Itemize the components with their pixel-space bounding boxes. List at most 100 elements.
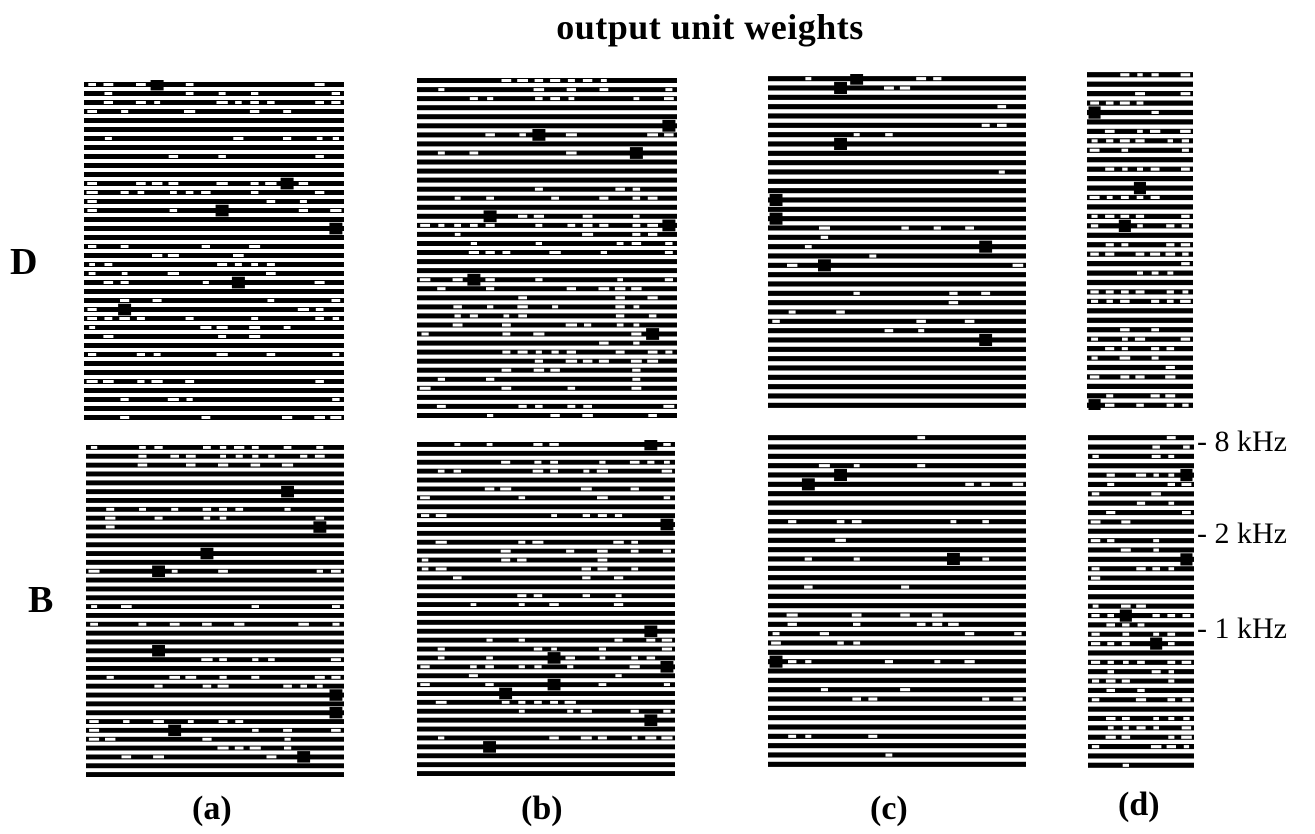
weight-gap bbox=[851, 520, 862, 524]
weight-gap bbox=[105, 516, 116, 520]
weight-gap bbox=[1150, 745, 1162, 749]
weight-row bbox=[768, 122, 1026, 128]
weight-gap bbox=[453, 305, 462, 309]
weight-gap bbox=[567, 386, 576, 390]
weight-row bbox=[1087, 157, 1193, 163]
weight-gap bbox=[1107, 482, 1115, 486]
weight-gap bbox=[885, 753, 893, 757]
weight-gap bbox=[138, 454, 147, 458]
weight-row bbox=[1087, 327, 1193, 333]
weight-gap bbox=[1106, 195, 1113, 199]
weight-gap bbox=[266, 272, 276, 275]
weight-gap bbox=[1090, 520, 1101, 524]
weight-gap bbox=[120, 245, 129, 248]
weight-row bbox=[417, 141, 677, 147]
weight-row bbox=[417, 132, 677, 138]
weight-gap bbox=[219, 516, 227, 520]
weight-gap bbox=[596, 469, 608, 473]
weight-gap bbox=[435, 514, 447, 517]
weight-gap bbox=[615, 296, 625, 300]
weight-gap bbox=[487, 97, 494, 101]
weight-row bbox=[86, 471, 344, 477]
weight-gap bbox=[421, 567, 429, 571]
weight-block bbox=[1180, 469, 1193, 482]
weight-gap bbox=[203, 516, 211, 520]
weight-block bbox=[280, 177, 294, 190]
weight-gap bbox=[454, 223, 461, 227]
weight-gap bbox=[549, 736, 559, 740]
weight-gap bbox=[167, 398, 179, 401]
weight-gap bbox=[121, 272, 128, 275]
weight-block bbox=[644, 625, 658, 638]
weight-gap bbox=[1107, 726, 1114, 730]
weight-gap bbox=[599, 460, 606, 464]
weight-gap bbox=[91, 605, 98, 608]
weight-gap bbox=[631, 736, 638, 740]
weight-gap bbox=[454, 314, 461, 318]
weight-row bbox=[768, 300, 1026, 306]
weight-gap bbox=[932, 622, 943, 626]
weight-gap bbox=[300, 454, 308, 458]
weight-gap bbox=[583, 469, 590, 473]
weight-gap bbox=[168, 155, 179, 158]
weight-gap bbox=[1168, 642, 1175, 646]
weight-gap bbox=[933, 226, 941, 230]
weight-gap bbox=[218, 569, 228, 573]
weight-row bbox=[86, 551, 344, 556]
weight-gap bbox=[501, 558, 511, 562]
weight-row bbox=[768, 141, 1026, 147]
weight-gap bbox=[550, 97, 560, 101]
weight-row bbox=[417, 637, 675, 643]
weight-gap bbox=[567, 709, 574, 713]
weight-gap bbox=[664, 278, 673, 282]
weight-gap bbox=[1151, 299, 1160, 303]
weight-gap bbox=[631, 386, 642, 390]
weight-gap bbox=[534, 665, 542, 669]
weight-row bbox=[768, 253, 1026, 259]
weight-row bbox=[86, 515, 344, 521]
weight-gap bbox=[485, 683, 494, 686]
weight-gap bbox=[1091, 139, 1098, 143]
weight-block bbox=[532, 129, 546, 141]
weight-gap bbox=[119, 317, 130, 320]
weight-gap bbox=[218, 155, 226, 158]
weight-gap bbox=[597, 549, 608, 553]
weight-gap bbox=[549, 443, 559, 446]
weight-gap bbox=[535, 97, 543, 101]
weight-row bbox=[768, 272, 1026, 278]
weight-row bbox=[417, 513, 675, 519]
weight-gap bbox=[1091, 214, 1098, 218]
weight-row bbox=[768, 565, 1026, 571]
weight-gap bbox=[136, 83, 146, 86]
weight-gap bbox=[663, 404, 675, 408]
weight-row bbox=[1088, 631, 1194, 637]
weight-gap bbox=[580, 487, 592, 491]
weight-gap bbox=[517, 79, 528, 82]
weight-gap bbox=[1153, 473, 1159, 477]
weight-gap bbox=[1012, 263, 1024, 267]
weight-gap bbox=[202, 737, 212, 741]
weight-gap bbox=[981, 482, 990, 486]
weight-gap bbox=[598, 647, 606, 651]
weight-gap bbox=[1107, 670, 1114, 674]
weight-row bbox=[768, 752, 1026, 758]
weight-row bbox=[84, 217, 344, 222]
weight-gap bbox=[485, 278, 495, 282]
weight-row bbox=[1087, 355, 1193, 361]
weight-gap bbox=[251, 675, 260, 679]
weight-gap bbox=[630, 709, 639, 713]
weight-gap bbox=[485, 665, 494, 669]
weight-gap bbox=[218, 92, 226, 95]
weight-row bbox=[86, 710, 344, 716]
weight-gap bbox=[438, 736, 445, 740]
weight-gap bbox=[551, 647, 557, 651]
weight-gap bbox=[1150, 394, 1160, 398]
weight-row bbox=[86, 666, 344, 671]
weight-gap bbox=[168, 182, 179, 185]
weight-gap bbox=[1089, 195, 1100, 199]
weight-block bbox=[118, 303, 132, 316]
weight-row bbox=[84, 280, 344, 285]
weight-gap bbox=[851, 613, 862, 617]
weight-gap bbox=[1121, 679, 1130, 683]
weight-row bbox=[768, 76, 1026, 82]
